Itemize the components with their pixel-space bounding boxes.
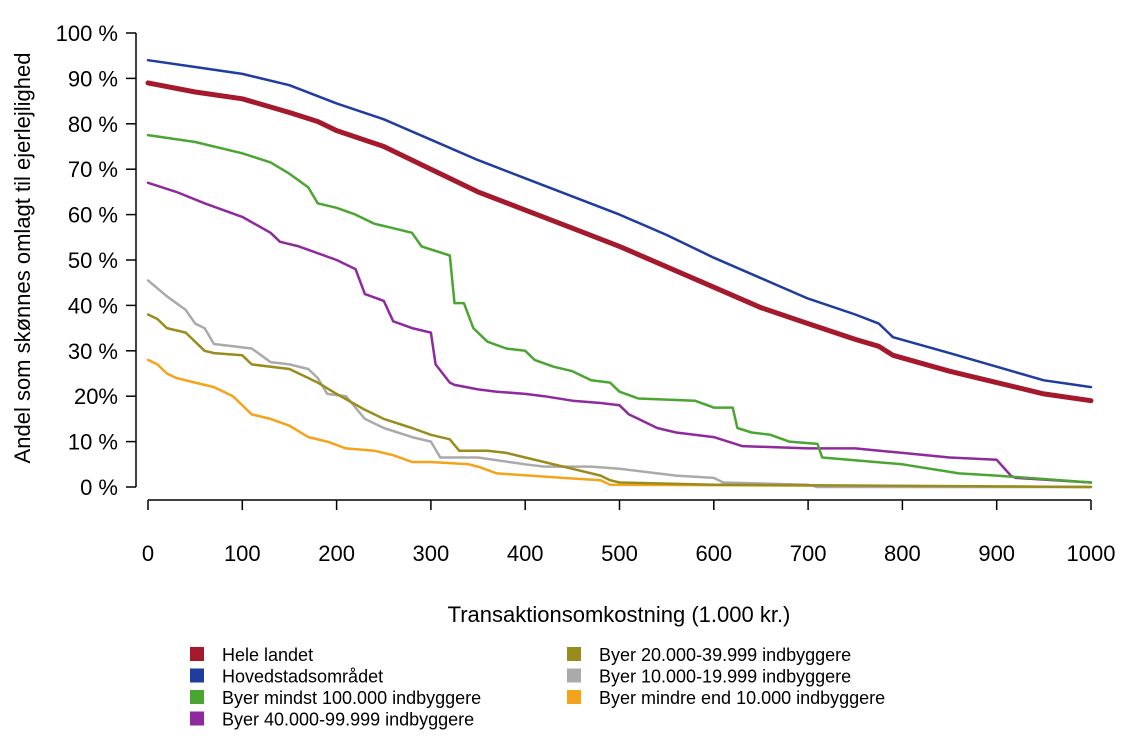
y-axis: 0 % 10 % 20% 30 % 40 % 50 % 60 % 70 % 80 % 90 % 10… <box>56 21 137 500</box>
y-tick-label: 10 % <box>68 430 118 455</box>
y-tick-label: 0 % <box>80 475 118 500</box>
legend-swatch <box>190 647 204 661</box>
y-tick-label: 60 % <box>68 203 118 228</box>
legend-label: Byer 40.000-99.999 indbyggere <box>222 710 474 730</box>
series-line-5 <box>146 313 1093 489</box>
legend-swatch <box>190 711 204 726</box>
x-tick-label: 900 <box>978 541 1015 566</box>
y-tick-label: 70 % <box>68 157 118 182</box>
legend-swatch <box>567 647 581 661</box>
y-tick-label: 20% <box>74 384 118 409</box>
series-line-1 <box>145 80 1094 404</box>
series-lines <box>145 58 1094 489</box>
x-axis-label: Transaktionsomkostning (1.000 kr.) <box>448 602 791 627</box>
x-tick-label: 1000 <box>1067 541 1116 566</box>
series-line-7 <box>146 358 1093 489</box>
legend-label: Byer mindre end 10.000 indbyggere <box>599 688 885 708</box>
legend-label: Byer mindst 100.000 indbyggere <box>222 688 481 708</box>
legend-swatch <box>190 668 204 683</box>
series-line-3 <box>146 133 1093 484</box>
series-line-4 <box>146 181 1093 484</box>
x-tick-label: 800 <box>884 541 921 566</box>
x-tick-label: 100 <box>224 541 261 566</box>
legend-label: Byer 20.000-39.999 indbyggere <box>599 645 851 665</box>
x-tick-label: 400 <box>507 541 544 566</box>
y-tick-label: 40 % <box>68 293 118 318</box>
series-line-2 <box>146 58 1093 389</box>
legend-swatch <box>567 668 581 683</box>
series-line-6 <box>146 279 1093 489</box>
legend-swatch <box>567 690 581 704</box>
legend-swatch <box>190 690 204 704</box>
legend-label: Hele landet <box>222 645 313 665</box>
legend-label: Byer 10.000-19.999 indbyggere <box>599 667 851 687</box>
x-tick-label: 300 <box>413 541 450 566</box>
x-tick-label: 0 <box>142 541 154 566</box>
legend-label: Hovedstadsområdet <box>222 667 383 687</box>
y-tick-label: 100 % <box>56 21 118 46</box>
y-axis-label: Andel som skønnes omlagt til ejerlejligh… <box>10 53 35 464</box>
x-axis: 0 100 200 300 400 500 600 700 800 900 1000 <box>142 499 1116 566</box>
y-tick-label: 90 % <box>68 66 118 91</box>
y-tick-label: 30 % <box>68 339 118 364</box>
x-tick-label: 600 <box>695 541 732 566</box>
y-tick-label: 80 % <box>68 112 118 137</box>
x-tick-label: 200 <box>318 541 355 566</box>
y-tick-label: 50 % <box>68 248 118 273</box>
x-tick-label: 700 <box>790 541 827 566</box>
x-tick-label: 500 <box>601 541 638 566</box>
